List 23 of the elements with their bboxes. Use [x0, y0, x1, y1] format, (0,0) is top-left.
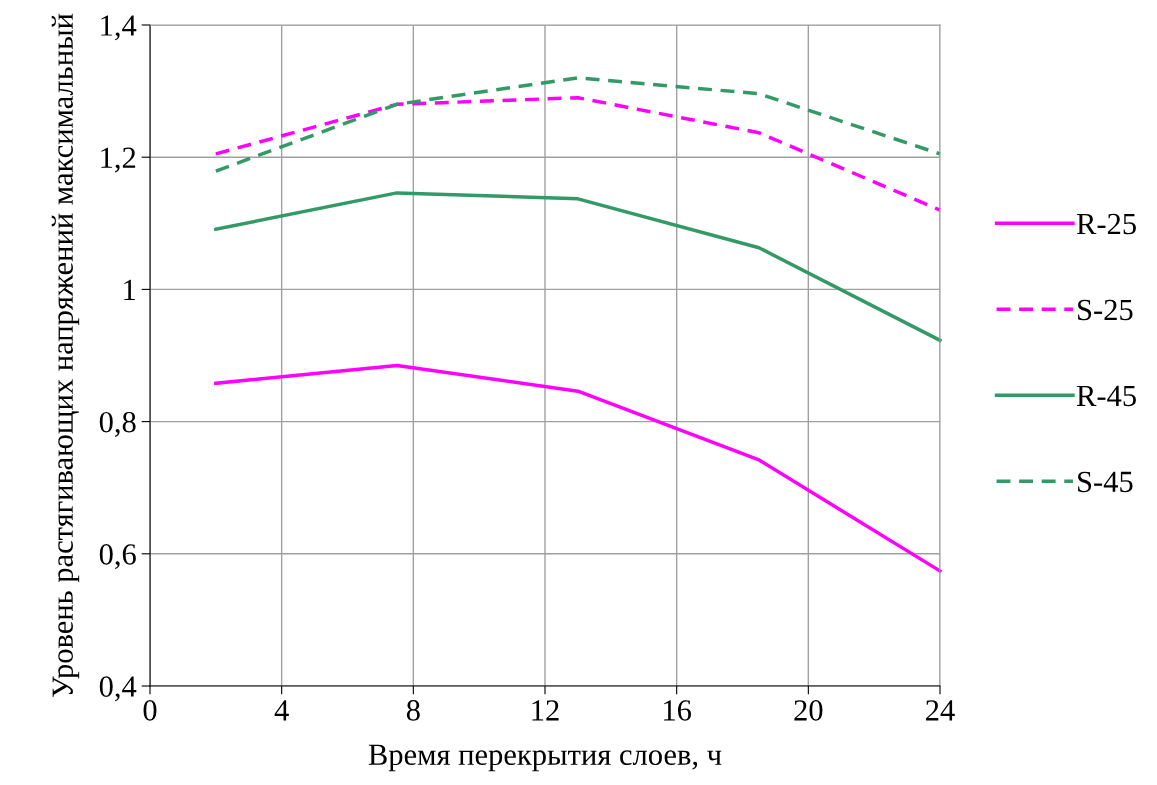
y-tick-label: 1,2 [101, 147, 136, 173]
legend-label: S-25 [1078, 299, 1133, 321]
line-series [214, 363, 942, 573]
y-tick-label: 0,8 [99, 411, 136, 437]
y-axis-title: Уровень растягивающих напряжений максимальный [51, 13, 80, 697]
line-series [214, 76, 942, 173]
x-tick-label: 16 [664, 700, 692, 721]
x-tick-label: 24 [926, 700, 955, 721]
x-tick-label: 4 [274, 700, 289, 721]
x-tick-label: 0 [143, 700, 157, 721]
x-tick-label: 8 [406, 700, 420, 721]
x-axis-title: Время перекрытия слоев, ч [368, 744, 722, 772]
x-tick-label: 12 [532, 700, 559, 721]
x-tick-label: 20 [794, 700, 823, 721]
legend-label: R-45 [1076, 385, 1136, 407]
y-tick-label: 1,4 [101, 15, 137, 41]
line-series [214, 95, 942, 212]
y-tick-label: 0,4 [99, 676, 137, 702]
legend-label: R-25 [1076, 213, 1136, 235]
y-tick-label: 0,6 [99, 544, 136, 570]
y-tick-label: 1 [124, 279, 135, 300]
line-series [214, 191, 942, 343]
legend-label: S-45 [1078, 471, 1133, 493]
